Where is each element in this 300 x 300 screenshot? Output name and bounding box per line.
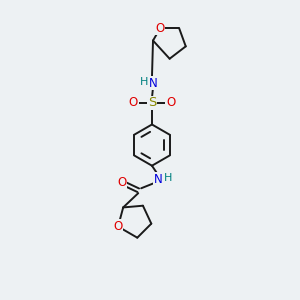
Text: N: N — [148, 77, 157, 90]
Text: H: H — [164, 173, 172, 184]
Text: N: N — [154, 173, 162, 186]
Text: O: O — [117, 176, 126, 189]
Text: O: O — [129, 96, 138, 110]
Text: O: O — [113, 220, 123, 233]
Text: O: O — [166, 96, 175, 110]
Text: S: S — [148, 96, 156, 110]
Text: O: O — [155, 22, 165, 35]
Text: H: H — [140, 77, 148, 87]
